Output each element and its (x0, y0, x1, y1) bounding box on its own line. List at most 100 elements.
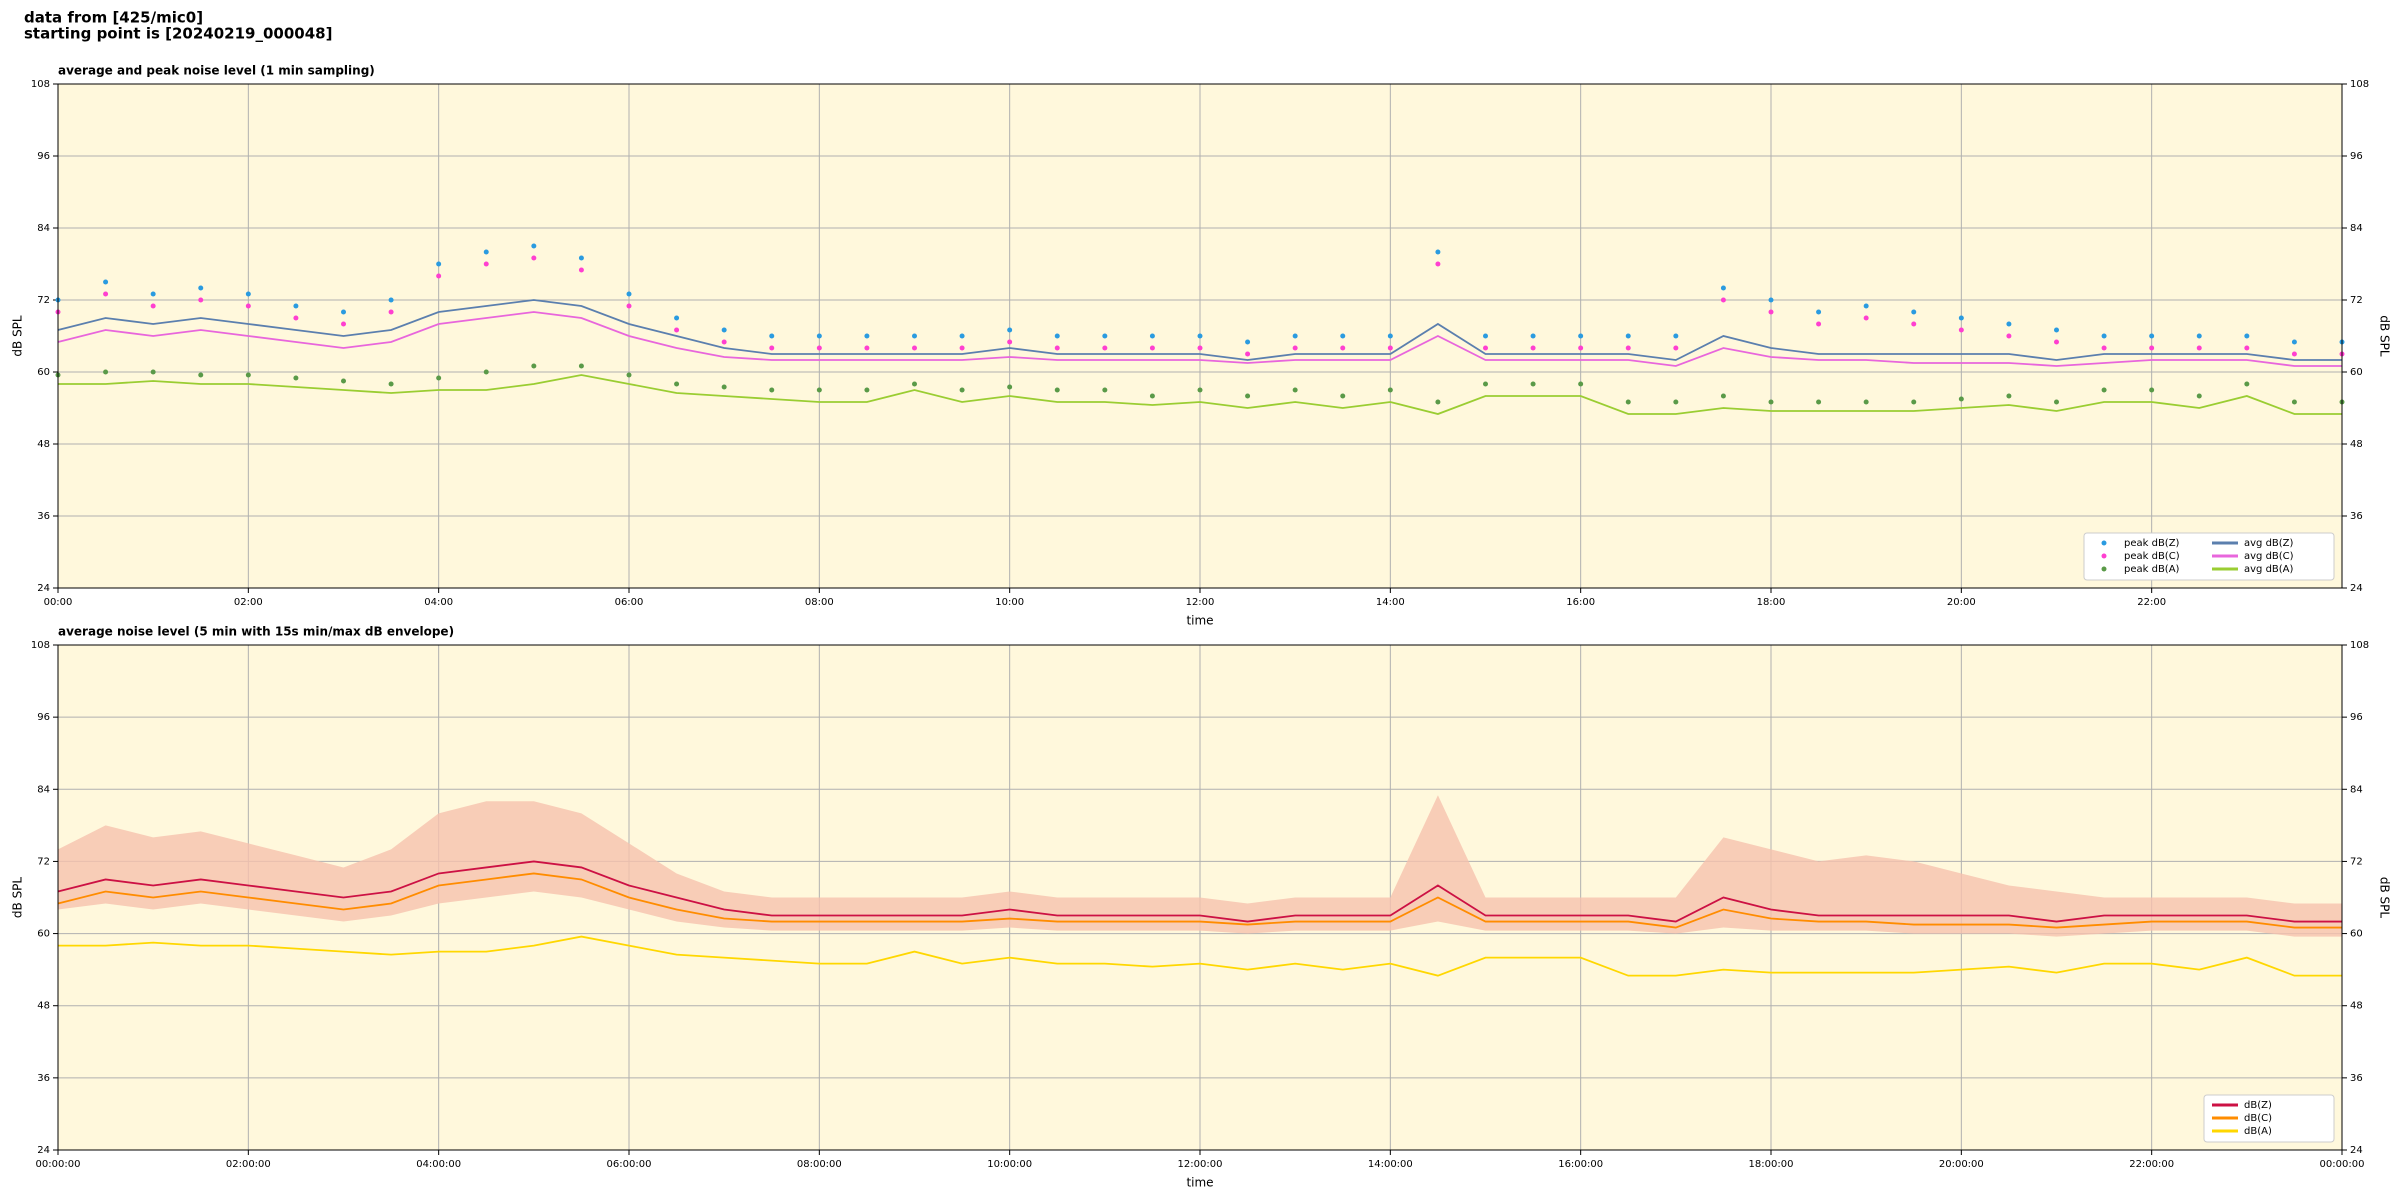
x-tick-label: 04:00:00 (416, 1159, 461, 1170)
data-point (1673, 399, 1679, 405)
data-point (2244, 333, 2250, 339)
data-point (578, 267, 584, 273)
data-point (816, 333, 822, 339)
y-tick-label: 96 (2350, 712, 2363, 723)
data-point (293, 375, 299, 381)
y-tick-label: 72 (2350, 856, 2363, 867)
y-tick-label: 48 (2350, 439, 2363, 450)
data-point (1197, 333, 1203, 339)
data-point (245, 303, 251, 309)
data-point (1958, 396, 1964, 402)
data-point (1720, 285, 1726, 291)
x-tick-label: 22:00 (2137, 597, 2166, 608)
y-tick-label: 36 (2350, 511, 2363, 522)
chart-title: average and peak noise level (1 min samp… (58, 64, 375, 78)
data-point (864, 333, 870, 339)
y-tick-label: 108 (2350, 640, 2369, 651)
data-point (388, 381, 394, 387)
data-point (2006, 333, 2012, 339)
x-tick-label: 10:00:00 (987, 1159, 1032, 1170)
data-point (1958, 315, 1964, 321)
y-tick-label: 108 (31, 640, 50, 651)
data-point (1435, 399, 1441, 405)
y-tick-label: 84 (2350, 784, 2363, 795)
data-point (1483, 381, 1488, 387)
legend-label: peak dB(A) (2124, 564, 2180, 575)
data-point (769, 387, 775, 393)
data-point (1816, 399, 1822, 405)
y-tick-label: 60 (37, 929, 50, 940)
data-point (1673, 333, 1679, 339)
x-axis-label: time (1186, 1176, 1213, 1190)
data-point (1054, 333, 1060, 339)
data-point (864, 345, 870, 351)
data-point (1340, 333, 1346, 339)
x-tick-label: 14:00:00 (1368, 1159, 1413, 1170)
data-point (1435, 261, 1441, 267)
data-point (1435, 249, 1441, 255)
header-line: starting point is [20240219_000048] (24, 25, 332, 43)
data-point (721, 339, 727, 345)
data-point (2006, 393, 2012, 399)
chart-title: average noise level (5 min with 15s min/… (58, 625, 454, 639)
data-point (959, 333, 965, 339)
data-point (2291, 399, 2297, 405)
x-tick-label: 10:00 (995, 597, 1024, 608)
y-tick-label: 60 (37, 367, 50, 378)
y-tick-label: 96 (37, 151, 50, 162)
data-point (1149, 345, 1155, 351)
y-tick-label: 72 (37, 856, 50, 867)
y-tick-label: 36 (37, 1073, 50, 1084)
data-point (1768, 399, 1774, 405)
x-tick-label: 08:00 (805, 597, 834, 608)
data-point (864, 387, 870, 393)
plot-frame (57, 644, 2343, 1151)
data-point (1102, 333, 1108, 339)
y-axis-label: dB SPL (2378, 877, 2392, 919)
y-tick-label: 84 (2350, 223, 2363, 234)
data-point (1578, 345, 1584, 351)
data-point (1054, 387, 1060, 393)
data-point (388, 297, 394, 303)
x-tick-label: 22:00:00 (2129, 1159, 2174, 1170)
data-point (578, 363, 584, 369)
data-point (674, 381, 680, 387)
x-tick-label: 12:00 (1186, 597, 1215, 608)
legend-label: dB(A) (2244, 1126, 2272, 1137)
data-line (57, 872, 2342, 929)
data-point (1483, 345, 1488, 351)
data-line (58, 935, 2342, 977)
x-tick-label: 12:00:00 (1178, 1159, 1223, 1170)
data-point (1911, 399, 1917, 405)
data-point (816, 387, 822, 393)
y-tick-label: 48 (37, 1001, 50, 1012)
data-point (103, 369, 109, 375)
x-tick-label: 20:00:00 (1939, 1159, 1984, 1170)
data-point (1768, 309, 1774, 315)
data-point (2054, 399, 2059, 405)
x-axis-label: time (1186, 614, 1213, 628)
data-point (103, 291, 109, 297)
x-tick-label: 20:00 (1947, 597, 1976, 608)
data-point (912, 333, 917, 339)
y-tick-label: 24 (37, 1145, 50, 1156)
x-tick-label: 00:00 (44, 597, 73, 608)
data-point (2054, 339, 2059, 345)
data-point (1007, 339, 1013, 345)
data-point (2196, 333, 2202, 339)
data-point (483, 261, 489, 267)
data-point (1387, 387, 1393, 393)
data-point (721, 327, 727, 333)
data-point (1054, 345, 1060, 351)
data-point (103, 279, 109, 285)
data-line (57, 860, 2342, 923)
data-point (2244, 345, 2250, 351)
legend-label: avg dB(A) (2244, 564, 2294, 575)
x-tick-label: 18:00 (1757, 597, 1786, 608)
data-point (2196, 345, 2202, 351)
data-point (198, 372, 204, 378)
data-point (2101, 387, 2107, 393)
data-point (1197, 387, 1203, 393)
data-point (626, 372, 632, 378)
